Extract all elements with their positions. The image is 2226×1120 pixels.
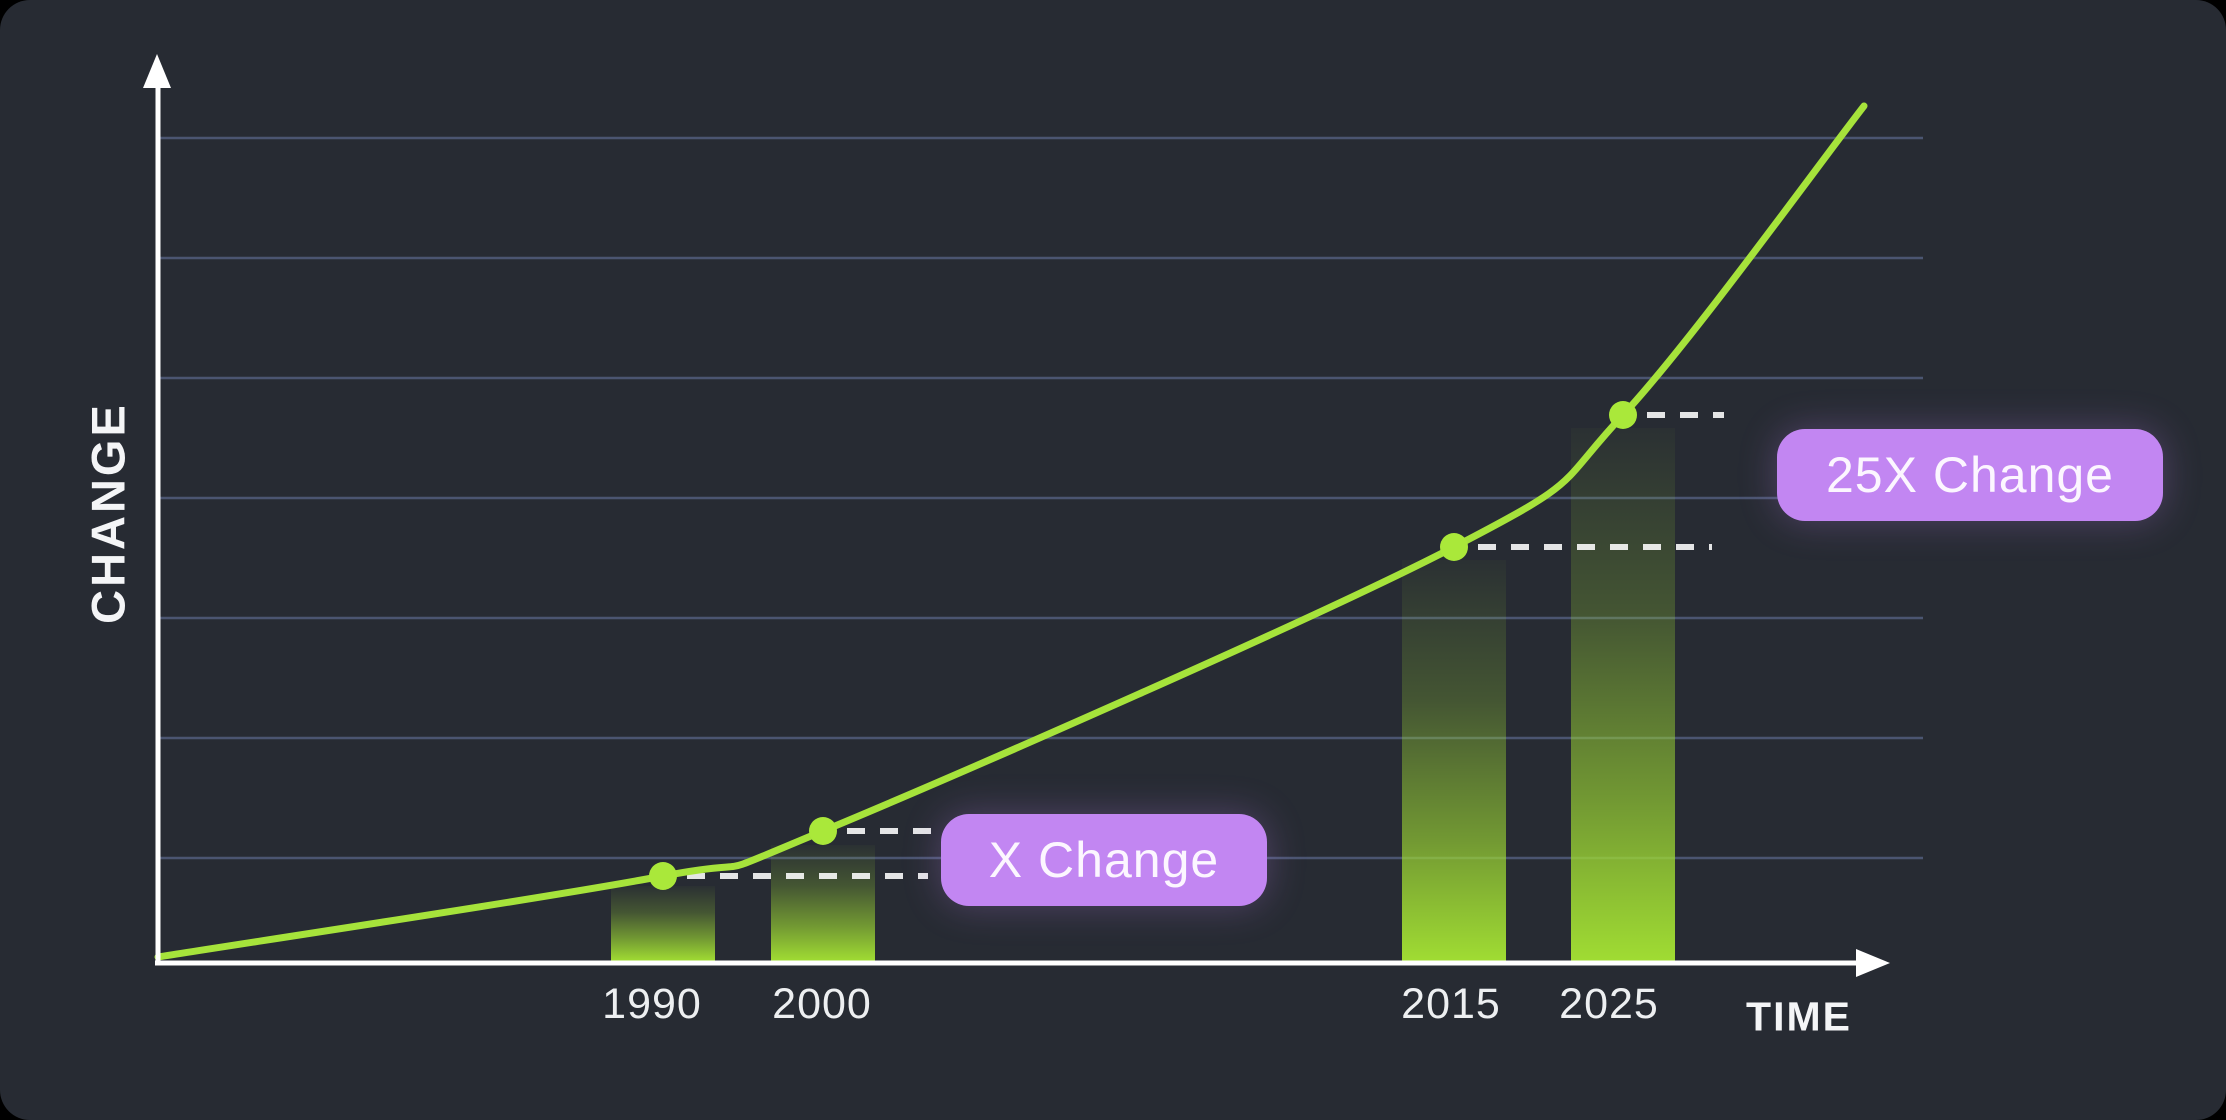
dash-lines — [687, 412, 1724, 879]
x-axis-arrowhead — [1856, 949, 1890, 977]
x-tick-label: 1990 — [602, 980, 702, 1028]
value-bars — [611, 428, 1675, 961]
value-bar — [771, 845, 875, 961]
curve-path — [154, 102, 1868, 961]
axes — [143, 54, 1890, 977]
x-tick-label: 2015 — [1401, 980, 1501, 1028]
annotation-badge-25x-change: 25X Change — [1777, 429, 2163, 521]
annotation-badge-x-change: X Change — [941, 814, 1267, 906]
data-dot — [1440, 533, 1468, 561]
data-dot — [1609, 401, 1637, 429]
x-tick-label: 2000 — [772, 980, 872, 1028]
data-dot — [649, 862, 677, 890]
y-axis-arrowhead — [143, 54, 171, 88]
value-bar — [611, 886, 715, 961]
data-dot — [809, 817, 837, 845]
x-tick-label: 2025 — [1559, 980, 1659, 1028]
data-dots — [649, 401, 1637, 890]
value-bar — [1571, 428, 1675, 961]
value-bar — [1402, 560, 1506, 961]
y-axis-label: CHANGE — [81, 402, 135, 624]
x-axis-label: TIME — [1746, 993, 1852, 1040]
